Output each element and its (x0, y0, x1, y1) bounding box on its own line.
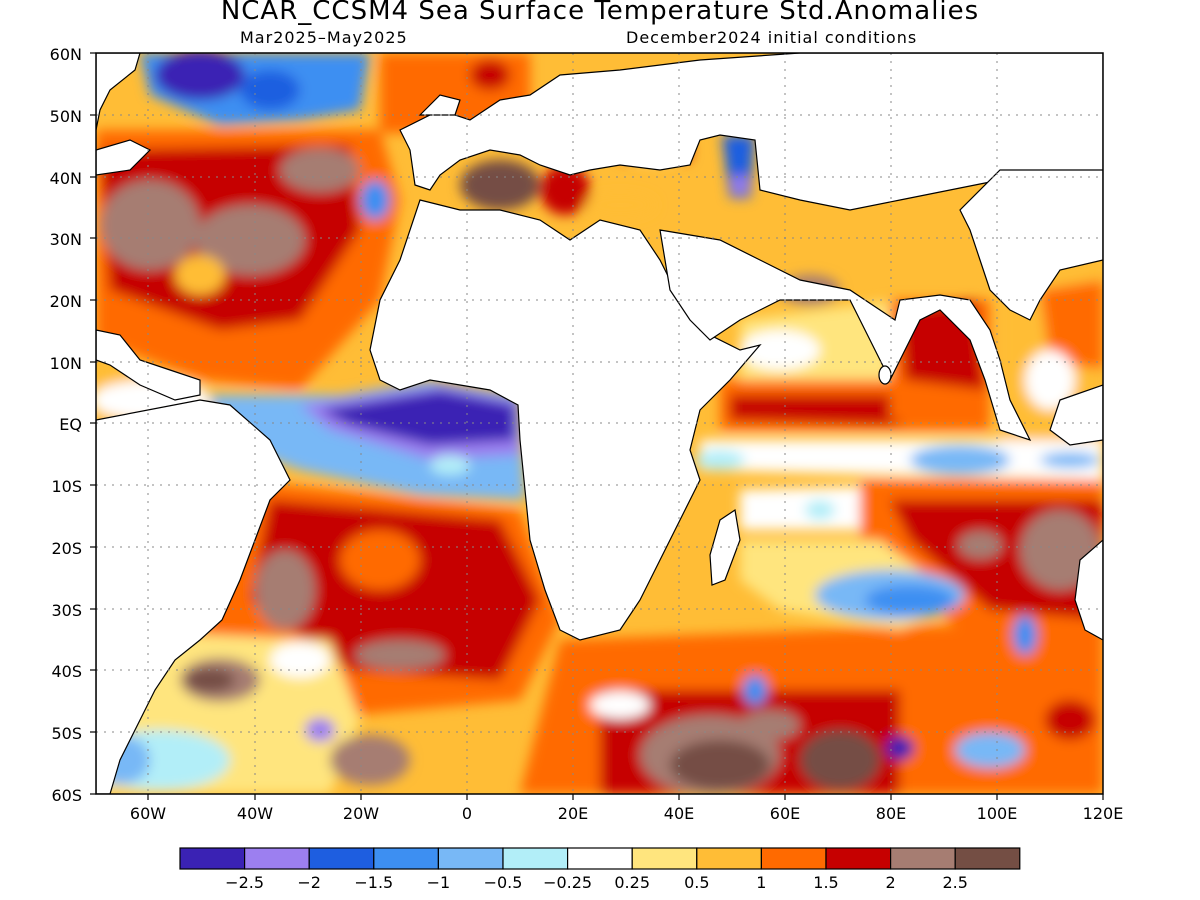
lat-label: 10N (49, 354, 82, 373)
lat-label: 20N (49, 292, 82, 311)
lat-label: 40S (51, 662, 82, 681)
lon-label: 120E (1082, 804, 1124, 823)
lat-label: EQ (59, 415, 82, 434)
colorbar-swatch (760, 847, 827, 870)
lon-label: 60E (769, 804, 801, 823)
colorbar-label: −0.25 (543, 873, 593, 892)
colorbar-label: 1 (756, 873, 767, 892)
lon-label: 20W (342, 804, 380, 823)
colorbar-swatch (696, 847, 762, 870)
colorbar (179, 847, 1021, 870)
lat-label: 60N (49, 45, 82, 64)
colorbar-label: −0.5 (483, 873, 523, 892)
lon-label: 100E (976, 804, 1018, 823)
colorbar-label: 2.5 (942, 873, 968, 892)
lat-label: 30S (51, 601, 82, 620)
colorbar-label: −1.5 (354, 873, 394, 892)
lon-label: 60W (129, 804, 167, 823)
forecast-period: Mar2025–May2025 (240, 28, 408, 47)
colorbar-swatch (825, 847, 892, 870)
graticule (96, 53, 1103, 794)
lat-label: 50S (51, 724, 82, 743)
colorbar-swatch (631, 847, 698, 870)
colorbar-swatch (889, 847, 956, 870)
lat-label: 10S (51, 477, 82, 496)
colorbar-label: −2 (297, 873, 321, 892)
lat-label: 20S (51, 539, 82, 558)
colorbar-swatch (244, 847, 310, 870)
lon-label: 20E (557, 804, 589, 823)
anomaly-field (96, 53, 1103, 794)
initial-conditions: December2024 initial conditions (626, 28, 918, 47)
colorbar-swatch (437, 847, 504, 870)
axis-ticks (90, 52, 1104, 800)
lon-label: 40W (236, 804, 274, 823)
colorbar-swatch (566, 847, 633, 870)
colorbar-label: 0.25 (614, 873, 650, 892)
colorbar-label: 1.5 (813, 873, 839, 892)
colorbar-swatch (954, 847, 1021, 870)
colorbar-label: −2.5 (225, 873, 265, 892)
colorbar-label: 0.5 (684, 873, 710, 892)
map-title: NCAR_CCSM4 Sea Surface Temperature Std.A… (220, 0, 980, 26)
colorbar-swatch (179, 847, 246, 870)
lat-label: 30N (49, 230, 82, 249)
colorbar-swatch (308, 847, 375, 870)
colorbar-label: 2 (885, 873, 896, 892)
lon-label: 0 (461, 804, 473, 823)
land-mask (96, 53, 1103, 794)
colorbar-swatch (373, 847, 439, 870)
lat-label: 60S (51, 786, 82, 805)
lat-label: 50N (49, 107, 82, 126)
colorbar-swatch (502, 847, 569, 870)
lat-label: 40N (49, 169, 82, 188)
lon-label: 80E (875, 804, 907, 823)
colorbar-label: −1 (426, 873, 451, 892)
lon-label: 40E (663, 804, 695, 823)
